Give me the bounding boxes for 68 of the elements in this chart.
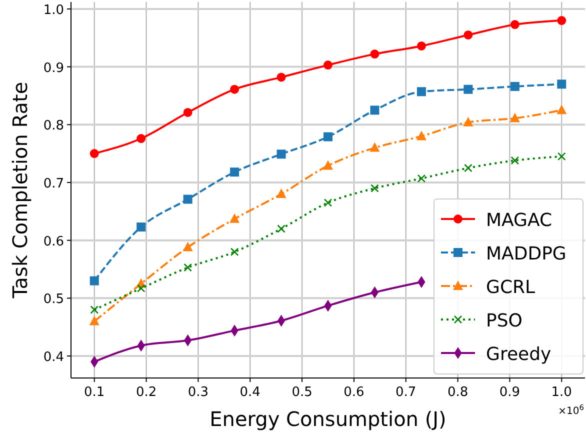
point	[182, 242, 193, 252]
y-tick-label: 0.7	[43, 176, 64, 192]
x-tick-label: 0.3	[188, 385, 209, 400]
point	[230, 84, 240, 94]
point	[557, 152, 566, 161]
legend-label: MAGAC	[486, 210, 552, 231]
legend-label: GCRL	[486, 277, 536, 298]
point	[276, 188, 286, 198]
x-axis-title: Energy Consumption (J)	[210, 407, 446, 431]
point	[556, 104, 567, 114]
point	[230, 248, 239, 256]
point	[183, 194, 192, 204]
y-tick-label: 0.5	[43, 292, 64, 308]
point	[90, 149, 99, 158]
x-tick-label: 0.7	[396, 385, 416, 400]
point	[136, 222, 146, 232]
x-tick-label: 0.6	[344, 385, 364, 400]
y-tick-label: 0.6	[43, 234, 64, 250]
x-tick-label: 1.0	[551, 385, 572, 400]
y-tick-label: 0.4	[43, 350, 64, 366]
y-tick-label: 1.0	[43, 2, 64, 18]
legend-label: PSO	[486, 310, 522, 332]
point	[510, 112, 520, 122]
point	[323, 160, 333, 170]
point	[324, 132, 332, 142]
point	[183, 108, 192, 117]
point	[90, 306, 99, 314]
point	[557, 80, 566, 89]
point	[324, 60, 332, 70]
point	[184, 263, 192, 272]
x-tick-label: 0.8	[447, 385, 468, 400]
point	[510, 82, 520, 91]
point	[417, 174, 426, 183]
x-tick-label: 0.5	[292, 385, 312, 400]
point	[230, 213, 240, 223]
text: ×10$^{6}$	[558, 402, 584, 417]
point	[416, 41, 426, 50]
point	[370, 142, 380, 152]
point	[464, 84, 473, 94]
point	[557, 16, 566, 26]
point	[136, 284, 146, 292]
point	[416, 87, 426, 96]
y-tick-label: 0.8	[43, 118, 64, 134]
y-axis-title: Task Completion Rate	[8, 82, 32, 300]
legend-label: Greedy	[486, 344, 552, 365]
point	[464, 30, 473, 40]
point	[463, 116, 474, 126]
point	[370, 184, 379, 192]
point	[90, 276, 99, 286]
point	[136, 134, 146, 144]
point	[276, 150, 286, 159]
point	[510, 156, 520, 165]
point	[230, 168, 240, 177]
point	[89, 316, 100, 326]
x-tick-label: 0.9	[499, 385, 520, 400]
point	[277, 224, 286, 233]
point	[416, 130, 426, 140]
point	[464, 164, 472, 172]
x-tick-label: 0.2	[136, 385, 157, 400]
point	[370, 106, 380, 115]
point	[510, 20, 520, 30]
x-tick-label: 0.4	[240, 385, 260, 400]
point	[276, 72, 286, 82]
point	[370, 50, 380, 59]
y-tick-label: 0.9	[43, 60, 64, 76]
point	[324, 198, 332, 207]
legend-label: MADDPG	[486, 244, 566, 264]
x-tick-label: 0.1	[84, 385, 105, 400]
